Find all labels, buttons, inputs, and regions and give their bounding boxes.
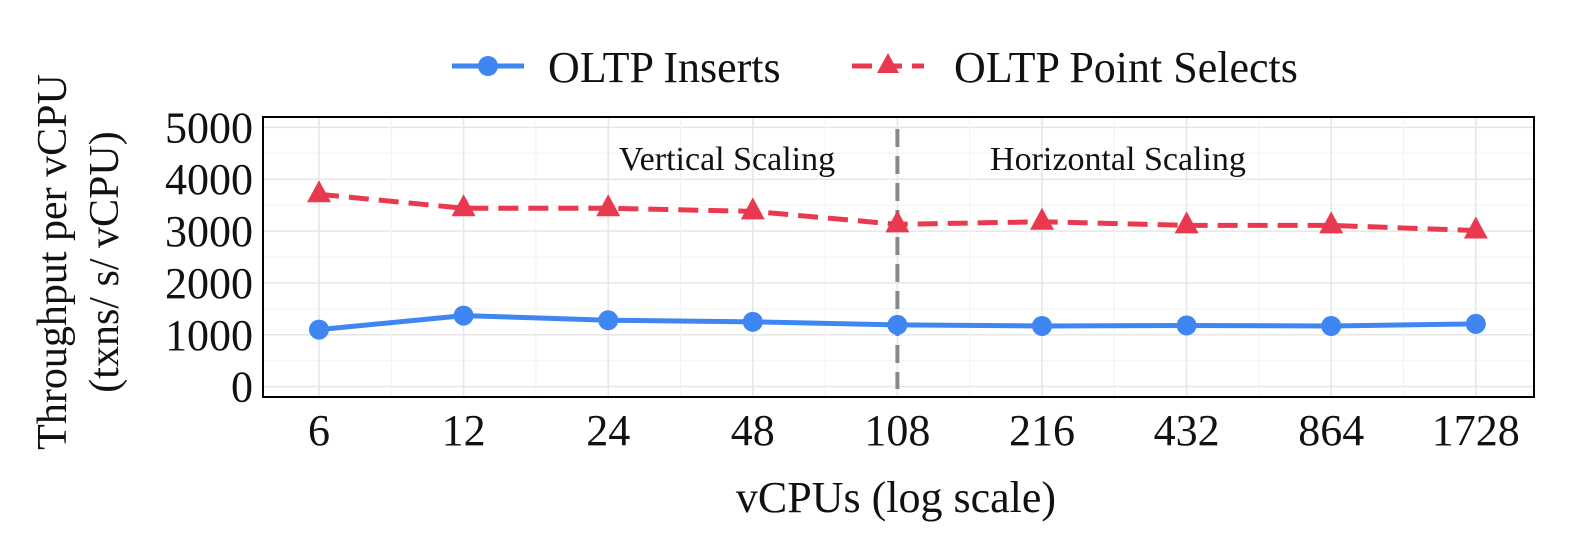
x-tick-label: 12 (442, 406, 486, 455)
x-tick-label: 216 (1009, 406, 1075, 455)
x-tick-label: 6 (308, 406, 330, 455)
data-point-oltp-inserts (598, 310, 619, 331)
y-tick-label: 2000 (165, 259, 253, 308)
data-point-oltp-inserts (309, 319, 329, 340)
y-tick-label: 5000 (165, 103, 253, 152)
data-point-oltp-point-selects (1174, 211, 1199, 234)
legend: OLTP Inserts OLTP Point Selects (452, 43, 1298, 92)
data-point-oltp-inserts (1176, 315, 1197, 336)
series-layer (307, 180, 1488, 340)
data-point-oltp-inserts (1321, 315, 1342, 336)
data-point-oltp-inserts (887, 314, 908, 335)
annotation-vertical-scaling: Vertical Scaling (619, 141, 835, 178)
data-point-oltp-point-selects (1030, 207, 1054, 230)
y-tick-label: 4000 (165, 155, 253, 204)
data-point-oltp-point-selects (1463, 216, 1488, 239)
x-tick-labels: 6 12 24 48 108 216 432 864 1728 (308, 406, 1520, 455)
data-point-oltp-point-selects (596, 194, 621, 217)
grid (263, 117, 1534, 397)
plot-area-frame (262, 116, 1535, 398)
data-point-oltp-point-selects (740, 197, 765, 220)
data-point-oltp-point-selects (1319, 211, 1344, 234)
legend-selects-label: OLTP Point Selects (954, 43, 1298, 92)
legend-inserts-label: OLTP Inserts (548, 43, 781, 92)
x-tick-label: 864 (1298, 406, 1364, 455)
x-tick-label: 432 (1154, 406, 1220, 455)
data-point-oltp-inserts (453, 305, 474, 326)
annotation-horizontal-scaling: Horizontal Scaling (990, 141, 1246, 178)
x-tick-label: 24 (586, 406, 630, 455)
data-point-oltp-point-selects (307, 180, 331, 203)
legend-inserts-marker (478, 56, 498, 76)
y-tick-label: 1000 (165, 311, 253, 360)
data-point-oltp-inserts (742, 311, 763, 332)
data-point-oltp-inserts (1465, 313, 1486, 334)
data-point-oltp-point-selects (451, 194, 476, 217)
data-point-oltp-point-selects (885, 210, 910, 233)
x-tick-label: 1728 (1432, 406, 1520, 455)
y-axis-label-line2: (txns/ s/ vCPU) (82, 131, 128, 392)
data-point-oltp-inserts (1032, 315, 1052, 336)
x-tick-label: 108 (864, 406, 930, 455)
x-axis-label: vCPUs (log scale) (736, 473, 1056, 522)
y-tick-label: 3000 (165, 207, 253, 256)
y-axis-label-line1: Throughput per vCPU (30, 74, 76, 450)
x-tick-label: 48 (731, 406, 775, 455)
legend-selects-marker (877, 53, 899, 73)
y-tick-label: 0 (231, 363, 253, 412)
